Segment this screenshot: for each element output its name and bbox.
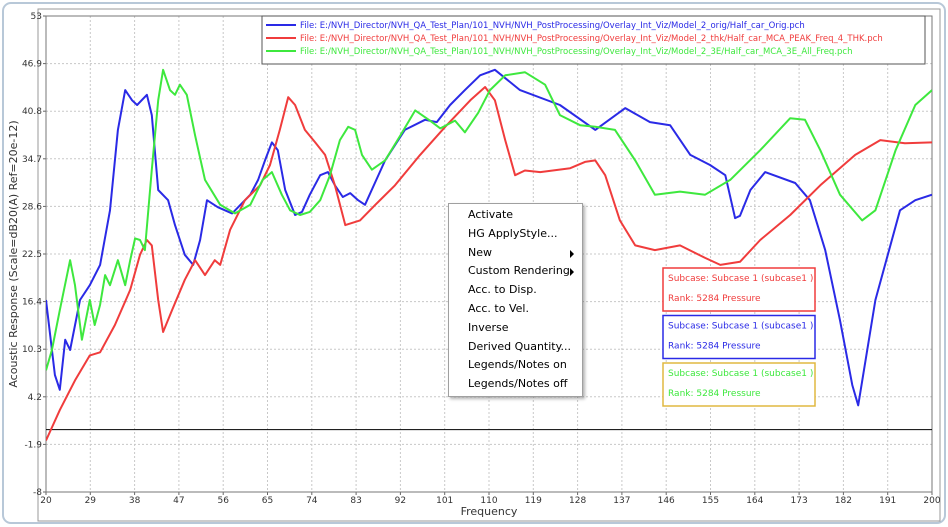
note-text: Subcase: Subcase 1 (subcase1 ) [668,274,813,284]
menu-item-label: New [468,245,492,259]
legend: File: E:/NVH_Director/NVH_QA_Test_Plan/1… [261,15,926,65]
series-line [46,68,932,371]
menu-item[interactable]: Acc. to Disp. [449,281,582,300]
x-tick-label: 56 [217,496,229,506]
note-text: Rank: 5284 Pressure [668,342,761,352]
menu-item[interactable]: Legends/Notes on [449,356,582,375]
y-tick-label: 34.7 [22,155,42,165]
x-tick-label: 92 [395,496,406,506]
menu-item-label: Derived Quantity... [468,339,572,353]
legend-label: File: E:/NVH_Director/NVH_QA_Test_Plan/1… [300,21,805,31]
menu-item[interactable]: Derived Quantity... [449,338,582,357]
x-tick-label: 101 [436,496,453,506]
x-tick-label: 128 [569,496,586,506]
note: Subcase: Subcase 1 (subcase1 ) Rank: 5284… [662,267,816,312]
series-line [46,86,932,441]
note: Subcase: Subcase 1 (subcase1 ) Rank: 5284… [662,314,816,360]
note-text: Rank: 5284 Pressure [668,294,761,304]
legend-box [261,15,926,65]
note-box [662,362,816,407]
x-tick-label: 200 [923,496,940,506]
x-tick-label: 155 [702,496,719,506]
x-tick-label: 20 [40,496,52,506]
menu-item[interactable]: HG ApplyStyle... [449,225,582,244]
x-tick-label: 164 [746,496,763,506]
menu-item[interactable]: Activate [449,206,582,225]
y-tick-label: -1.9 [24,440,42,450]
x-tick-label: 74 [306,496,318,506]
menu-item[interactable]: New [449,244,582,263]
menu-item-label: Activate [468,208,514,221]
menu-item-label: Legends/Notes on [468,358,567,372]
legend-label: File: E:/NVH_Director/NVH_QA_Test_Plan/1… [300,47,852,57]
y-tick-label: 10.3 [22,345,42,355]
x-axis-title: Frequency [461,505,518,518]
note-text: Subcase: Subcase 1 (subcase1 ) [668,369,813,379]
menu-item-label: HG ApplyStyle... [468,226,558,240]
x-tick-label: 29 [85,496,97,506]
y-tick-label: -8 [33,488,42,498]
x-tick-label: 173 [791,496,808,506]
menu-item-label: Inverse [468,320,509,334]
y-tick-label: 16.4 [22,298,42,308]
note-box [662,314,816,360]
y-tick-label: 40.8 [22,107,42,117]
x-tick-label: 38 [129,496,141,506]
y-axis-title: Acoustic Response (Scale=dB20(A) Ref=20e… [7,120,20,387]
note: Subcase: Subcase 1 (subcase1 ) Rank: 5284… [662,362,816,407]
menu-item[interactable]: Acc. to Vel. [449,300,582,319]
plot-frame [37,8,941,522]
y-tick-label: 22.5 [22,250,42,260]
x-tick-label: 146 [658,496,675,506]
x-tick-label: 191 [879,496,896,506]
submenu-arrow [570,249,574,258]
menu-item[interactable]: Legends/Notes off [449,375,582,394]
note-box [662,267,816,312]
menu-item-label: Custom Rendering [468,264,570,278]
submenu-arrow [570,268,574,277]
menu-item[interactable]: Inverse [449,319,582,338]
x-tick-label: 119 [525,496,542,506]
x-tick-label: 110 [480,496,497,506]
y-tick-label: 4.2 [28,393,42,403]
note-text: Subcase: Subcase 1 (subcase1 ) [668,322,813,332]
context-menu: Activate HG ApplyStyle... New Custom Render… [448,203,583,397]
y-tick-label: 53 [31,12,42,22]
menu-item-label: Acc. to Vel. [468,301,529,315]
y-tick-label: 28.6 [22,202,42,212]
menu-item-label: Acc. to Disp. [468,283,537,297]
note-text: Rank: 5284 Pressure [668,389,761,399]
x-tick-label: 65 [262,496,273,506]
legend-label: File: E:/NVH_Director/NVH_QA_Test_Plan/1… [300,34,883,44]
x-tick-label: 47 [173,496,184,506]
x-tick-label: 83 [350,496,361,506]
y-tick-label: 46.9 [22,60,42,70]
menu-item-label: Legends/Notes off [468,377,568,391]
x-tick-label: 137 [613,496,630,506]
x-tick-label: 182 [835,496,852,506]
menu-item[interactable]: Custom Rendering [449,262,582,281]
